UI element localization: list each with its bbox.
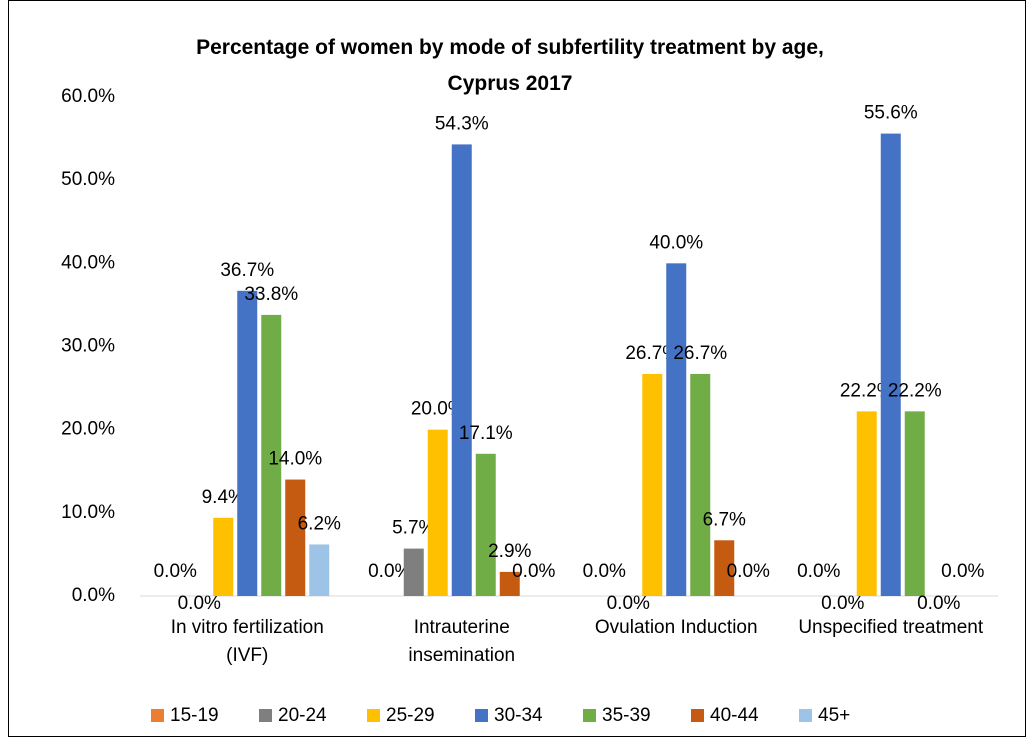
data-label: 2.9% <box>488 541 531 562</box>
legend-label: 45+ <box>818 705 850 726</box>
data-label: 0.0% <box>941 561 984 582</box>
legend-swatch <box>367 709 380 722</box>
data-label: 6.7% <box>703 509 746 530</box>
data-label: 5.7% <box>392 518 435 539</box>
x-tick-label: Unspecified treatment <box>798 617 984 638</box>
legend-swatch <box>799 709 812 722</box>
legend-label: 40-44 <box>710 705 759 726</box>
data-label: 26.7% <box>625 343 679 364</box>
data-label: 9.4% <box>202 487 245 508</box>
data-label: 0.0% <box>727 561 770 582</box>
data-label: 22.2% <box>840 380 894 401</box>
data-label: 55.6% <box>864 103 918 124</box>
data-label: 0.0% <box>512 561 555 582</box>
legend-label: 20-24 <box>278 705 327 726</box>
legend-swatch <box>583 709 596 722</box>
legend-swatch <box>259 709 272 722</box>
data-label: 0.0% <box>583 561 626 582</box>
data-label: 14.0% <box>268 449 322 470</box>
data-label: 0.0% <box>917 593 960 614</box>
legend-swatch <box>475 709 488 722</box>
bar <box>237 290 258 596</box>
legend-label: 25-29 <box>386 705 435 726</box>
bar <box>880 133 901 597</box>
bar <box>285 479 306 596</box>
bar <box>261 314 282 596</box>
legend-label: 15-19 <box>170 705 219 726</box>
legend-swatch <box>151 709 164 722</box>
data-label: 0.0% <box>368 561 411 582</box>
y-tick-label: 30.0% <box>61 336 115 357</box>
data-label: 22.2% <box>888 380 942 401</box>
x-tick-label: Intrauterine insemination <box>408 617 516 666</box>
y-tick-label: 0.0% <box>72 585 115 606</box>
data-label: 26.7% <box>673 343 727 364</box>
bar <box>499 571 520 596</box>
bar <box>213 517 234 596</box>
data-label: 0.0% <box>154 561 197 582</box>
y-tick-label: 60.0% <box>61 86 115 107</box>
data-label: 0.0% <box>797 561 840 582</box>
data-label: 54.3% <box>435 113 489 134</box>
y-tick-label: 10.0% <box>61 502 115 523</box>
bar <box>642 373 663 596</box>
data-label: 20.0% <box>411 399 465 420</box>
data-label: 0.0% <box>178 593 221 614</box>
legend-swatch <box>691 709 704 722</box>
bar <box>403 548 424 596</box>
y-tick-label: 40.0% <box>61 252 115 273</box>
legend-label: 30-34 <box>494 705 543 726</box>
data-label: 0.0% <box>821 593 864 614</box>
bar <box>690 373 711 596</box>
data-label: 40.0% <box>649 232 703 253</box>
bar <box>856 411 877 596</box>
data-label: 17.1% <box>459 423 513 444</box>
x-tick-label: In vitro fertilization (IVF) <box>170 617 324 666</box>
chart-title: Percentage of women by mode of subfertil… <box>196 36 824 95</box>
bar <box>309 544 330 596</box>
data-label: 0.0% <box>607 593 650 614</box>
x-tick-label: Ovulation Induction <box>594 617 758 638</box>
data-label: 33.8% <box>244 284 298 305</box>
data-label: 6.2% <box>298 513 341 534</box>
bar <box>904 411 925 596</box>
bar <box>666 263 687 596</box>
bar <box>451 144 472 596</box>
legend-label: 35-39 <box>602 705 651 726</box>
data-label: 36.7% <box>220 260 274 281</box>
y-tick-label: 20.0% <box>61 419 115 440</box>
bar <box>427 429 448 596</box>
bar <box>714 540 735 596</box>
y-tick-label: 50.0% <box>61 169 115 190</box>
bar <box>475 453 496 596</box>
